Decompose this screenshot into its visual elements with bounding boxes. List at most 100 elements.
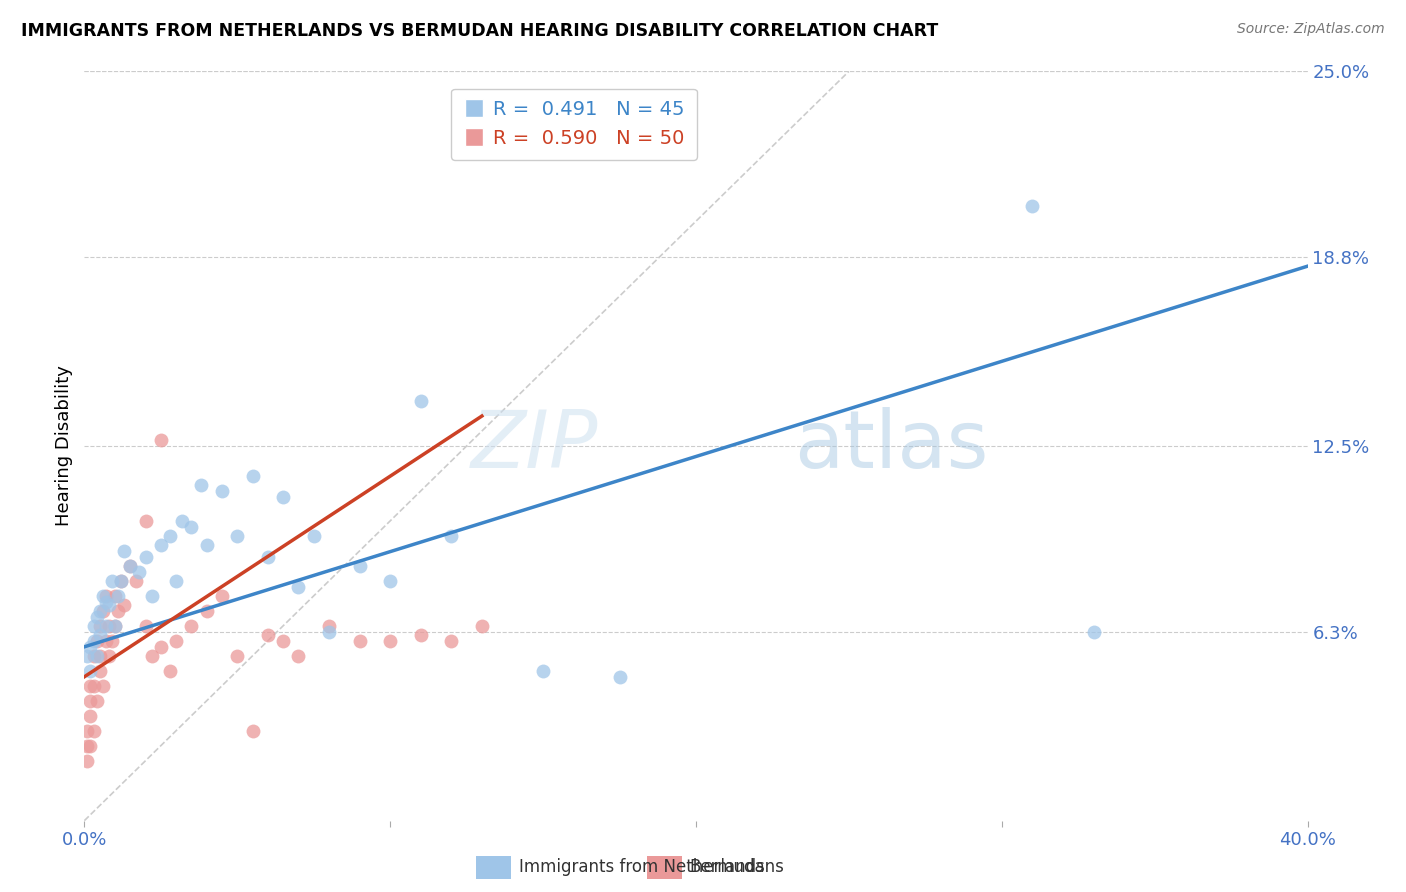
Point [76, 648, 98, 663]
Point [211, 589, 233, 603]
Point [165, 633, 187, 648]
Point [440, 633, 463, 648]
Point [180, 619, 202, 633]
Point [83, 648, 105, 663]
Text: Immigrants from Netherlands: Immigrants from Netherlands [519, 858, 765, 876]
Point [76, 754, 98, 768]
Point [79, 664, 101, 678]
Point [531, 664, 554, 678]
Point [190, 478, 212, 492]
Point [349, 558, 371, 573]
Point [104, 589, 127, 603]
Point [318, 619, 340, 633]
Point [318, 624, 340, 639]
Point [120, 558, 142, 573]
Point [107, 604, 129, 618]
Point [97, 619, 120, 633]
Point [83, 723, 105, 738]
Point [97, 648, 120, 663]
Legend: R =  0.491   N = 45, R =  0.590   N = 50: R = 0.491 N = 45, R = 0.590 N = 50 [451, 88, 696, 160]
Point [112, 598, 135, 612]
Point [149, 538, 172, 552]
Point [302, 529, 325, 543]
Point [135, 514, 157, 528]
Point [257, 628, 280, 642]
Text: atlas: atlas [794, 407, 988, 485]
Point [159, 529, 181, 543]
Point [226, 648, 249, 663]
Point [1021, 199, 1043, 213]
Point [440, 529, 463, 543]
Point [141, 589, 163, 603]
Point [242, 723, 264, 738]
Point [1083, 624, 1105, 639]
Point [101, 633, 124, 648]
Point [271, 490, 294, 504]
Point [226, 529, 249, 543]
Point [89, 664, 111, 678]
Point [141, 648, 163, 663]
Point [128, 565, 150, 579]
Point [165, 574, 187, 588]
Point [195, 604, 218, 618]
Point [94, 633, 117, 648]
Point [257, 549, 280, 564]
Point [86, 610, 108, 624]
Text: Bermudans: Bermudans [690, 858, 785, 876]
Point [91, 589, 114, 603]
Point [159, 664, 181, 678]
Point [104, 619, 127, 633]
Point [86, 648, 108, 663]
Point [79, 640, 101, 654]
Point [172, 514, 194, 528]
Point [409, 394, 432, 409]
Point [180, 520, 202, 534]
Point [471, 619, 494, 633]
Point [89, 648, 111, 663]
Point [609, 670, 631, 684]
Point [79, 679, 101, 693]
Point [91, 604, 114, 618]
Point [76, 739, 98, 753]
Point [104, 619, 127, 633]
Point [94, 595, 117, 609]
Point [94, 589, 117, 603]
Point [107, 589, 129, 603]
Point [94, 619, 117, 633]
Y-axis label: Hearing Disability: Hearing Disability [55, 366, 73, 526]
Point [125, 574, 148, 588]
Point [86, 633, 108, 648]
Point [83, 633, 105, 648]
Point [149, 433, 172, 447]
Text: ZIP: ZIP [471, 407, 598, 485]
Point [89, 619, 111, 633]
Point [83, 679, 105, 693]
Point [112, 544, 135, 558]
Point [242, 469, 264, 483]
Point [195, 538, 218, 552]
Point [149, 640, 172, 654]
Point [91, 679, 114, 693]
Point [101, 574, 124, 588]
Point [271, 633, 294, 648]
Point [380, 574, 402, 588]
Point [79, 694, 101, 708]
Point [287, 648, 309, 663]
Point [110, 574, 132, 588]
Point [287, 580, 309, 594]
Point [409, 628, 432, 642]
Point [349, 633, 371, 648]
Point [79, 739, 101, 753]
Point [79, 708, 101, 723]
Point [135, 549, 157, 564]
Point [76, 723, 98, 738]
Point [110, 574, 132, 588]
Point [97, 598, 120, 612]
Point [89, 604, 111, 618]
Point [120, 558, 142, 573]
Text: IMMIGRANTS FROM NETHERLANDS VS BERMUDAN HEARING DISABILITY CORRELATION CHART: IMMIGRANTS FROM NETHERLANDS VS BERMUDAN … [21, 22, 938, 40]
Point [83, 619, 105, 633]
Point [380, 633, 402, 648]
Point [135, 619, 157, 633]
Text: Source: ZipAtlas.com: Source: ZipAtlas.com [1237, 22, 1385, 37]
